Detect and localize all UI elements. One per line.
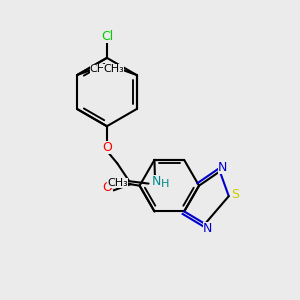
Text: H: H	[161, 179, 170, 190]
Text: Cl: Cl	[101, 30, 113, 43]
Text: N: N	[203, 222, 212, 235]
Text: CH₃: CH₃	[90, 64, 111, 74]
Text: S: S	[231, 188, 239, 202]
Text: O: O	[102, 140, 112, 154]
Text: O: O	[103, 181, 112, 194]
Text: CH₃: CH₃	[107, 178, 128, 188]
Text: N: N	[151, 175, 160, 188]
Text: N: N	[218, 161, 227, 174]
Text: CH₃: CH₃	[103, 64, 124, 74]
